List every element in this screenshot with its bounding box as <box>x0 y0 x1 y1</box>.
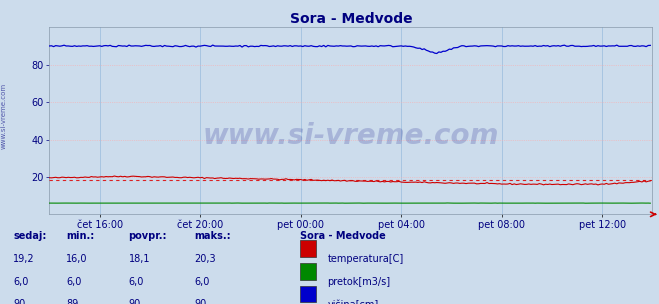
Text: sedaj:: sedaj: <box>13 231 47 241</box>
Title: Sora - Medvode: Sora - Medvode <box>289 12 413 26</box>
Text: maks.:: maks.: <box>194 231 231 241</box>
Text: Sora - Medvode: Sora - Medvode <box>300 231 386 241</box>
Text: min.:: min.: <box>66 231 94 241</box>
Text: 6,0: 6,0 <box>13 277 28 287</box>
Text: www.si-vreme.com: www.si-vreme.com <box>0 82 7 149</box>
Text: 89: 89 <box>66 299 78 304</box>
Text: 90: 90 <box>129 299 141 304</box>
Text: temperatura[C]: temperatura[C] <box>328 254 404 264</box>
Text: 18,1: 18,1 <box>129 254 150 264</box>
Text: pretok[m3/s]: pretok[m3/s] <box>328 277 391 287</box>
Text: 19,2: 19,2 <box>13 254 35 264</box>
Text: 20,3: 20,3 <box>194 254 216 264</box>
Text: 90: 90 <box>13 299 26 304</box>
Text: povpr.:: povpr.: <box>129 231 167 241</box>
Text: višina[cm]: višina[cm] <box>328 299 379 304</box>
Text: 16,0: 16,0 <box>66 254 88 264</box>
Text: 6,0: 6,0 <box>194 277 210 287</box>
Text: www.si-vreme.com: www.si-vreme.com <box>203 122 499 150</box>
Text: 90: 90 <box>194 299 207 304</box>
Text: 6,0: 6,0 <box>129 277 144 287</box>
Text: 6,0: 6,0 <box>66 277 81 287</box>
